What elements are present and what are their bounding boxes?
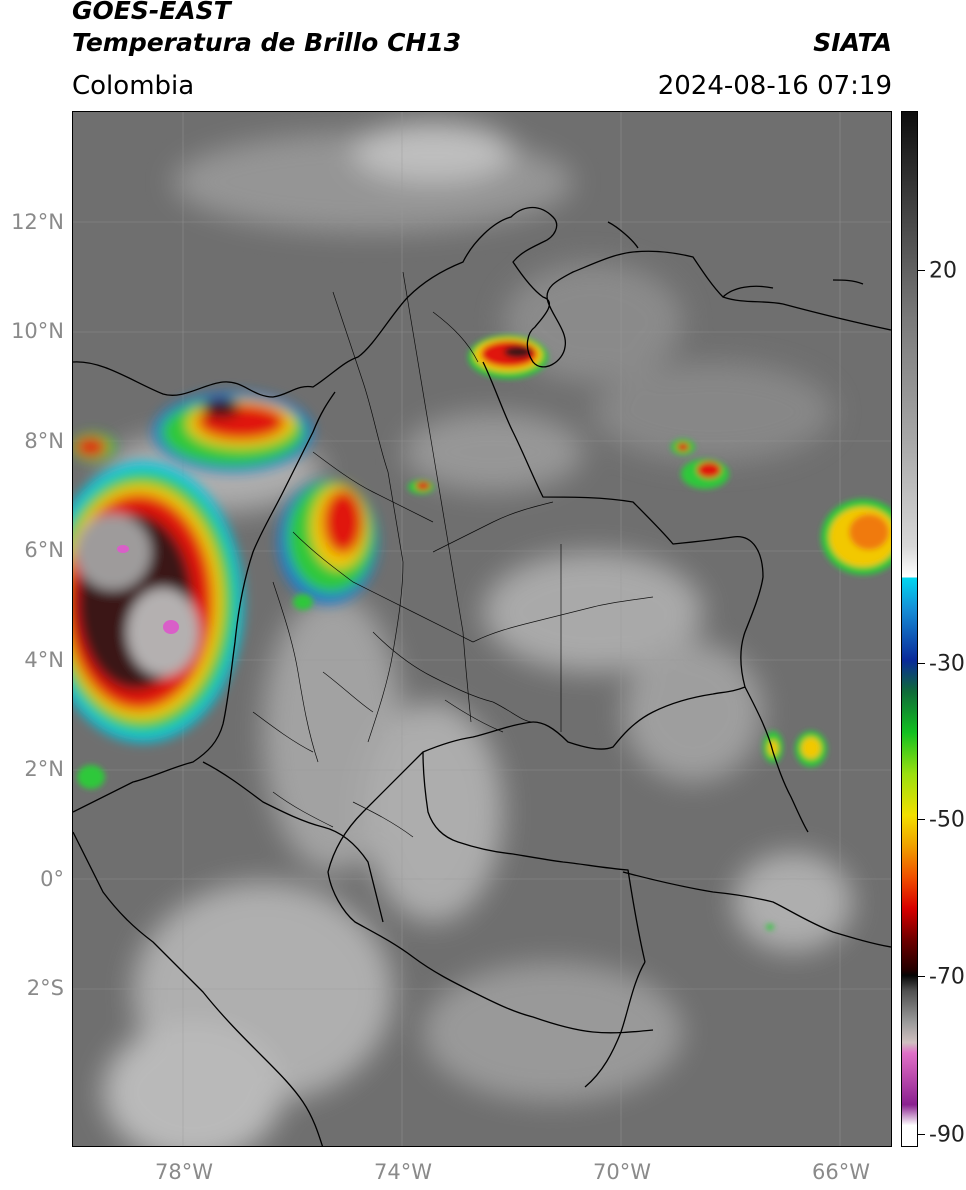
temperature-colorbar	[901, 111, 918, 1147]
colorbar-tick-minus90	[918, 1134, 925, 1135]
lat-label-4n: 4°N	[24, 648, 64, 672]
lon-label-70w: 70°W	[593, 1160, 651, 1184]
colorbar-label-minus90: -90	[929, 1122, 965, 1148]
colorbar-label-minus30: -30	[929, 651, 965, 677]
brand-label: SIATA	[813, 28, 892, 57]
department-lines	[252, 271, 654, 838]
product-title: Temperatura de Brillo CH13	[72, 28, 462, 57]
lat-label-2n: 2°N	[24, 757, 64, 781]
colorbar-tick-minus50	[918, 819, 925, 820]
colorbar-tick-minus70	[918, 976, 925, 977]
colorbar-label-20: 20	[929, 258, 957, 284]
timestamp: 2024-08-16 07:19	[657, 71, 892, 101]
colorbar-label-minus70: -70	[929, 964, 965, 990]
lon-label-66w: 66°W	[812, 1160, 870, 1184]
lon-label-74w: 74°W	[374, 1160, 432, 1184]
lat-label-12n: 12°N	[11, 210, 64, 234]
lon-label-78w: 78°W	[155, 1160, 213, 1184]
colorbar-label-minus50: -50	[929, 807, 965, 833]
lat-label-8n: 8°N	[24, 429, 64, 453]
storm-cells	[73, 335, 891, 930]
colorbar-tick-minus30	[918, 663, 925, 664]
region-label: Colombia	[72, 71, 195, 101]
colorbar-tick-20	[918, 270, 925, 271]
satellite-map[interactable]	[72, 111, 892, 1147]
lat-label-10n: 10°N	[11, 319, 64, 343]
lat-label-6n: 6°N	[24, 538, 64, 562]
lat-label-2s: 2°S	[26, 976, 64, 1000]
borders	[73, 206, 891, 1146]
satellite-title: GOES-EAST	[72, 0, 231, 25]
map-canvas	[73, 112, 891, 1146]
lat-label-0: 0°	[40, 867, 64, 891]
